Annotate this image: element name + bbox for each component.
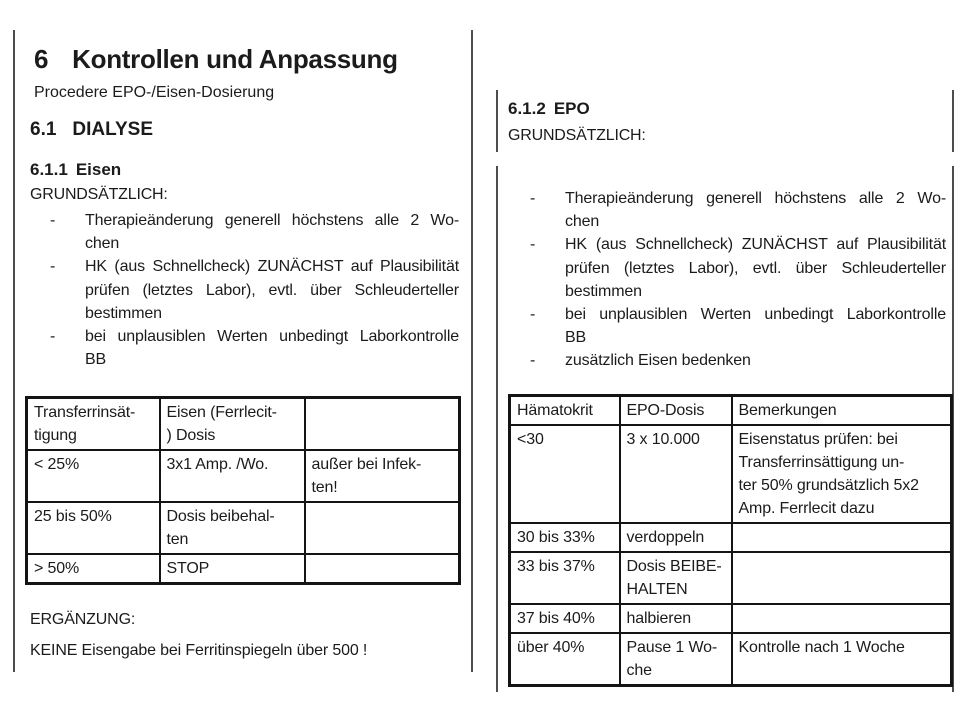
table-cell: Eisenstatus prüfen: bei Transferrinsätti… (730, 424, 953, 524)
table-header-cell: Eisen (Ferrlecit- ) Dosis (158, 396, 306, 451)
bullet-dash: - (50, 258, 56, 276)
subsection-title: Eisen (75, 160, 122, 179)
subsection-heading-eisen: 6.1.1 Eisen (30, 160, 121, 180)
left-column-frame-line-right (471, 30, 473, 672)
section-heading-dialyse: 6.1 DIALYSE (30, 119, 153, 141)
bullet-line: BB (565, 329, 587, 347)
table-row: < 25% 3x1 Amp. /Wo. außer bei Infek- ten… (25, 449, 461, 503)
table-cell (303, 553, 461, 585)
bullet-line: bei unplausiblen Werten unbedingt Labork… (565, 306, 946, 324)
table-cell: 3x1 Amp. /Wo. (158, 449, 306, 503)
table-row: 37 bis 40% halbieren (508, 603, 953, 634)
list-item: - Therapieänderung generell höchstens al… (50, 209, 459, 255)
bullet-line: HK (aus Schnellcheck) ZUNÄCHST auf Plaus… (565, 236, 946, 254)
right-column-header-frame-line-left (496, 90, 498, 152)
bullet-list-epo: - Therapieänderung generell höchstens al… (530, 187, 946, 373)
bullet-line: chen (565, 213, 600, 231)
list-item: - HK (aus Schnellcheck) ZUNÄCHST auf Pla… (50, 255, 459, 325)
table-cell: <30 (508, 424, 621, 524)
table-cell (730, 522, 953, 553)
bullet-dash: - (50, 212, 56, 229)
table-header-cell: Bemerkungen (730, 394, 953, 426)
right-column-body-frame-line-left (496, 166, 498, 692)
list-item: - Therapieänderung generell höchstens al… (530, 187, 946, 233)
table-header-cell: Hämatokrit (508, 394, 621, 426)
lead-label-right: GRUNDSÄTZLICH: (508, 127, 646, 144)
table-header-cell: Transferrinsät- tigung (25, 396, 161, 451)
subsection-number: 6.1.1 (30, 160, 68, 179)
right-column-body-frame-line-right (952, 166, 954, 692)
list-item: - HK (aus Schnellcheck) ZUNÄCHST auf Pla… (530, 233, 946, 303)
right-column-header-frame-line-right (952, 90, 954, 152)
bullet-line: bestimmen (565, 282, 642, 300)
left-column-frame-line-left (13, 30, 15, 672)
supplement-text: KEINE Eisengabe bei Ferritinspiegeln übe… (30, 642, 368, 659)
bullet-line: HK (aus Schnellcheck) ZUNÄCHST auf Plaus… (85, 258, 459, 276)
page-title-text: Kontrollen und Anpassung (72, 44, 398, 74)
table-cell: über 40% (508, 632, 621, 687)
table-header-row: Hämatokrit EPO-Dosis Bemerkungen (508, 394, 953, 426)
bullet-line: bestimmen (85, 304, 162, 322)
table-row: über 40% Pause 1 Wo- che Kontrolle nach … (508, 632, 953, 687)
list-item: - bei unplausiblen Werten unbedingt Labo… (50, 325, 459, 371)
page-title-number: 6 (34, 44, 49, 74)
subsection-number: 6.1.2 (508, 99, 546, 118)
table-cell: außer bei Infek- ten! (303, 449, 461, 503)
section-title: DIALYSE (72, 119, 154, 140)
table-cell: Dosis BEIBE- HALTEN (618, 551, 733, 605)
table-cell: STOP (158, 553, 306, 585)
bullet-dash: - (530, 236, 536, 254)
table-cell: 33 bis 37% (508, 551, 621, 605)
table-row: <30 3 x 10.000 Eisenstatus prüfen: bei T… (508, 424, 953, 524)
bullet-line: chen (85, 235, 120, 253)
table-cell: 25 bis 50% (25, 501, 161, 555)
table-header-cell: EPO-Dosis (618, 394, 733, 426)
bullet-line: bei unplausiblen Werten unbedingt Labork… (85, 328, 459, 346)
table-cell: 3 x 10.000 (618, 424, 733, 524)
table-row: 30 bis 33% verdoppeln (508, 522, 953, 553)
bullet-list-eisen: - Therapieänderung generell höchstens al… (50, 209, 459, 371)
table-cell: 30 bis 33% (508, 522, 621, 553)
table-cell: < 25% (25, 449, 161, 503)
table-cell (730, 551, 953, 605)
bullet-line: Therapieänderung generell höchstens alle… (85, 212, 459, 229)
table-row: > 50% STOP (25, 553, 461, 585)
table-row: 33 bis 37% Dosis BEIBE- HALTEN (508, 551, 953, 605)
bullet-dash: - (530, 190, 536, 207)
table-row: 25 bis 50% Dosis beibehal- ten (25, 501, 461, 555)
page-title: 6 Kontrollen und Anpassung (34, 44, 398, 75)
table-cell: 37 bis 40% (508, 603, 621, 634)
table-header-cell (303, 396, 461, 451)
table-cell: Kontrolle nach 1 Woche (730, 632, 953, 687)
table-cell (730, 603, 953, 634)
table-cell: Dosis beibehal- ten (158, 501, 306, 555)
bullet-dash: - (50, 328, 56, 346)
section-number: 6.1 (30, 119, 57, 140)
lead-label-left: GRUNDSÄTZLICH: (30, 186, 168, 203)
bullet-dash: - (530, 306, 536, 324)
bullet-dash: - (530, 352, 536, 370)
transferrin-saturation-table: Transferrinsät- tigung Eisen (Ferrlecit-… (25, 396, 461, 585)
haematokrit-epo-table: Hämatokrit EPO-Dosis Bemerkungen <30 3 x… (508, 394, 953, 687)
list-item: - zusätzlich Eisen bedenken (530, 349, 946, 372)
table-cell: halbieren (618, 603, 733, 634)
table-header-row: Transferrinsät- tigung Eisen (Ferrlecit-… (25, 396, 461, 451)
table-cell: verdoppeln (618, 522, 733, 553)
list-item: - bei unplausiblen Werten unbedingt Labo… (530, 303, 946, 349)
bullet-line: zusätzlich Eisen bedenken (565, 352, 751, 370)
supplement-label: ERGÄNZUNG: (30, 611, 136, 628)
bullet-line: Therapieänderung generell höchstens alle… (565, 190, 946, 207)
bullet-line: prüfen (letztes Labor), evtl. über Schle… (85, 281, 459, 299)
page-subtitle: Procedere EPO-/Eisen-Dosierung (34, 84, 275, 101)
bullet-line: prüfen (letztes Labor), evtl. über Schle… (565, 259, 946, 277)
table-cell: Pause 1 Wo- che (618, 632, 733, 687)
table-cell: > 50% (25, 553, 161, 585)
bullet-line: BB (85, 351, 107, 369)
table-cell (303, 501, 461, 555)
subsection-title: EPO (553, 99, 590, 118)
subsection-heading-epo: 6.1.2 EPO (508, 99, 590, 119)
